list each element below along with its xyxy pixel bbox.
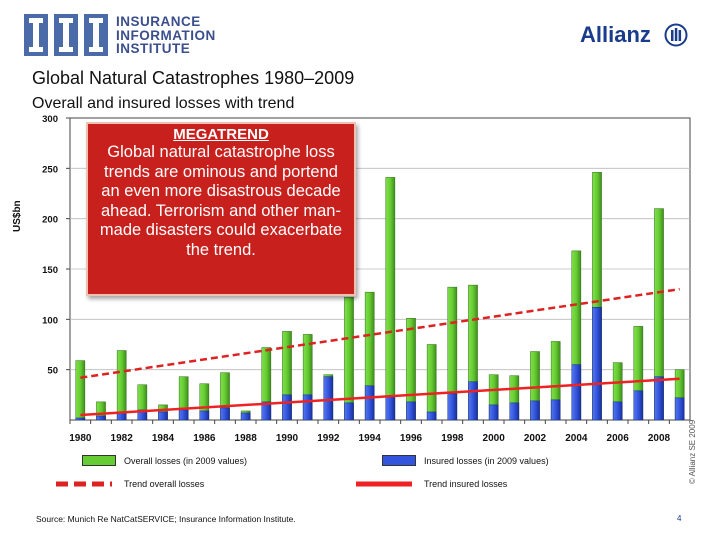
- x-tick-label: 1984: [152, 433, 175, 444]
- x-tick-label: 2000: [483, 433, 506, 444]
- allianz-logo: Allianz: [580, 22, 690, 48]
- insured-loss-bar: [240, 412, 251, 421]
- insured-loss-bar: [654, 376, 664, 421]
- copyright-note: © Allianz SE 2009: [688, 419, 697, 484]
- insured-loss-bar: [344, 402, 354, 421]
- insured-loss-bar: [364, 385, 375, 421]
- trend-insured-line: [80, 377, 680, 417]
- x-tick-label: 1988: [235, 433, 258, 444]
- insured-loss-bar: [96, 415, 106, 421]
- iii-logo-line: INSTITUTE: [116, 41, 191, 56]
- insured-loss-bar: [426, 411, 437, 421]
- overall-loss-bar: [344, 296, 354, 421]
- insured-loss-bar: [282, 394, 292, 421]
- insured-loss-bar: [302, 394, 313, 421]
- overall-loss-bar: [75, 360, 86, 421]
- legend-overall-label: Overall losses (in 2009 values): [124, 456, 248, 466]
- source-note: Source: Munich Re NatCatSERVICE; Insuran…: [36, 514, 296, 524]
- legend-insured-label: Insured losses (in 2009 values): [424, 456, 549, 466]
- y-tick-label: 250: [42, 164, 58, 175]
- y-tick-label: 150: [42, 265, 58, 276]
- x-tick-label: 2008: [648, 433, 671, 444]
- x-tick-label: 2002: [524, 433, 547, 444]
- x-tick-label: 1980: [69, 433, 92, 444]
- insured-loss-bar: [633, 390, 644, 421]
- legend-trend-insured-swatch: [356, 481, 412, 487]
- insured-loss-bar: [75, 417, 86, 421]
- megatrend-callout: MEGATREND Global natural catastrophe los…: [86, 122, 356, 296]
- y-tick-label: 200: [42, 215, 58, 226]
- y-tick-label: 100: [42, 315, 58, 326]
- insured-loss-bar: [468, 381, 478, 421]
- x-tick-label: 2004: [565, 433, 588, 444]
- iii-logo: INSURANCE INFORMATION INSTITUTE: [24, 14, 264, 56]
- insured-loss-bar: [158, 411, 168, 421]
- legend-insured-swatch: [382, 455, 416, 466]
- insured-loss-bar: [550, 399, 561, 421]
- x-tick-label: 1990: [276, 433, 299, 444]
- iii-logo-line: INFORMATION: [116, 27, 216, 43]
- x-tick-label: 2006: [607, 433, 630, 444]
- insured-loss-bar: [199, 410, 210, 421]
- allianz-eagle-icon: [664, 23, 688, 47]
- insured-loss-bar: [385, 395, 396, 421]
- page-title: Global Natural Catastrophes 1980–2009: [32, 68, 355, 88]
- legend-overall-swatch: [82, 455, 116, 466]
- iii-logo-line: INSURANCE: [116, 14, 201, 29]
- insured-loss-bar: [137, 409, 148, 421]
- legend-trend-overall-label: Trend overall losses: [124, 479, 205, 489]
- insured-loss-bar: [571, 364, 582, 421]
- x-tick-label: 1982: [111, 433, 134, 444]
- iii-logo-mark: [24, 14, 108, 56]
- legend-trend-insured-label: Trend insured losses: [424, 479, 508, 489]
- insured-loss-bar: [323, 376, 334, 421]
- page-subtitle: Overall and insured losses with trend: [32, 95, 295, 112]
- legend-trend-overall-swatch: [56, 481, 112, 487]
- page-number: 4: [677, 514, 682, 523]
- trend-overall-line: [80, 287, 680, 379]
- insured-loss-bar: [509, 402, 520, 421]
- x-tick-label: 1996: [400, 433, 423, 444]
- y-tick-label: 50: [47, 366, 58, 377]
- insured-loss-bar: [220, 407, 230, 421]
- megatrend-text: Global natural catastrophe loss trends a…: [99, 143, 343, 259]
- insured-loss-bar: [674, 397, 685, 421]
- overall-loss-bar: [116, 350, 127, 421]
- x-tick-label: 1998: [441, 433, 464, 444]
- insured-loss-bar: [116, 412, 127, 421]
- overall-loss-bar: [385, 177, 396, 421]
- y-tick-label: 300: [42, 114, 58, 125]
- allianz-logo-text: Allianz: [580, 22, 651, 47]
- iii-logo-text: INSURANCE INFORMATION INSTITUTE: [116, 15, 216, 56]
- insured-loss-bar: [592, 307, 602, 421]
- insured-loss-bar: [612, 401, 623, 421]
- insured-loss-bar: [406, 401, 416, 421]
- x-tick-label: 1986: [193, 433, 216, 444]
- megatrend-heading: MEGATREND: [173, 126, 269, 143]
- x-tick-label: 1994: [359, 433, 382, 444]
- insured-loss-bar: [488, 404, 499, 421]
- x-tick-label: 1992: [317, 433, 340, 444]
- insured-loss-bar: [530, 400, 540, 421]
- insured-loss-bar: [261, 401, 272, 421]
- insured-loss-bar: [447, 393, 458, 421]
- insured-loss-bar: [178, 409, 189, 421]
- overall-loss-bar: [426, 344, 437, 421]
